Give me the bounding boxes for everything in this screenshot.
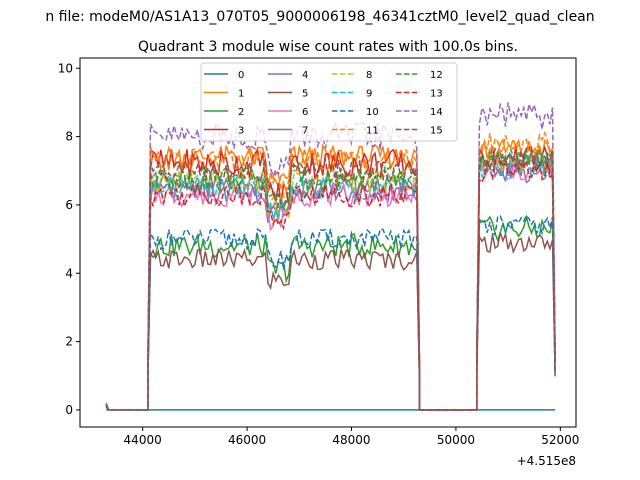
legend-label-8: 8 [366,70,372,81]
legend-label-0: 0 [238,70,244,81]
legend-label-4: 4 [302,70,308,81]
legend-label-14: 14 [430,107,443,118]
x-tick-label: 48000 [332,433,370,447]
legend-label-2: 2 [238,107,244,118]
series-line-13 [105,158,556,411]
legend-frame [200,62,458,142]
x-tick-label: 44000 [124,433,162,447]
legend-label-1: 1 [238,89,244,100]
y-tick-label: 4 [65,266,73,280]
legend-label-5: 5 [302,89,308,100]
legend-label-3: 3 [238,126,244,137]
plot-lines [105,102,556,411]
x-tick-label: 52000 [541,433,579,447]
series-line-12 [105,146,556,411]
y-tick-label: 8 [65,130,73,144]
x-tick-label: 50000 [437,433,475,447]
legend-label-15: 15 [430,126,443,137]
figure-suptitle: n file: modeM0/AS1A13_070T05_9000006198_… [45,9,594,25]
y-tick-label: 0 [65,403,73,417]
legend-label-7: 7 [302,126,308,137]
legend-label-12: 12 [430,70,443,81]
x-axis: 44000 46000 48000 50000 52000 [124,427,579,447]
y-tick-label: 6 [65,198,73,212]
legend-label-6: 6 [302,107,308,118]
chart-title: Quadrant 3 module wise count rates with … [138,39,518,55]
y-tick-label: 2 [65,335,73,349]
legend-label-11: 11 [366,126,379,137]
x-offset-label: +4.515e8 [517,454,576,468]
legend-label-10: 10 [366,107,379,118]
x-tick-label: 46000 [228,433,266,447]
y-axis: 0 2 4 6 8 10 [58,61,80,417]
legend-label-13: 13 [430,89,443,100]
legend-label-9: 9 [366,89,372,100]
series-line-15 [105,146,556,411]
y-tick-label: 10 [58,61,73,75]
axes-frame [79,57,577,428]
